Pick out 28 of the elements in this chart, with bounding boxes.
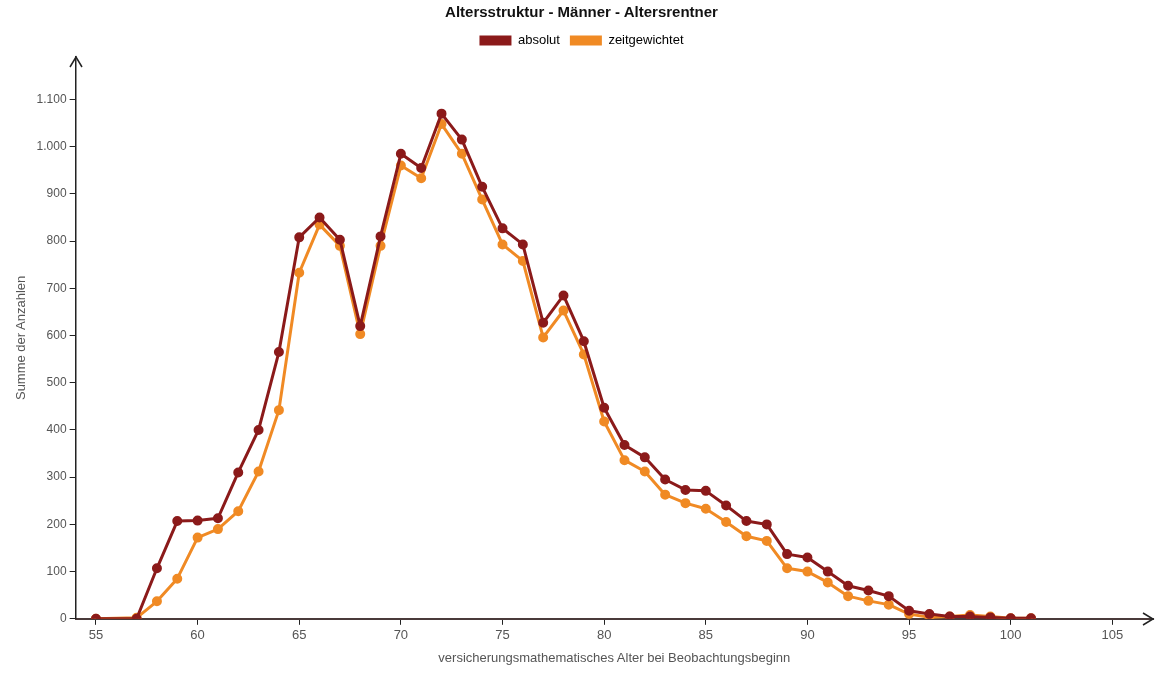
y-tick-label: 300 — [46, 469, 67, 484]
y-tick-label: 1.000 — [36, 139, 67, 154]
legend-label: zeitgewichtet — [608, 32, 684, 48]
x-axis-title: versicherungsmathematisches Alter bei Beobachtungsbeginn — [438, 649, 791, 665]
x-tick-label: 85 — [698, 627, 714, 643]
legend-label: absolut — [517, 32, 561, 48]
y-tick-label: 500 — [46, 375, 67, 390]
y-axis-title: Summe der Anzahlen — [13, 275, 29, 401]
x-tick-label: 60 — [190, 627, 205, 643]
x-tick-label: 55 — [88, 627, 104, 643]
x-tick-label: 70 — [393, 627, 409, 643]
y-tick-label: 800 — [46, 233, 67, 248]
x-tick-label: 105 — [1101, 627, 1124, 643]
y-tick-label: 600 — [46, 327, 67, 342]
y-tick-label: 700 — [46, 280, 67, 295]
x-tick-label: 65 — [292, 627, 307, 643]
x-tick-label: 100 — [999, 627, 1022, 643]
x-tick-label: 80 — [596, 627, 612, 643]
y-tick-label: 400 — [46, 422, 67, 437]
chart-title: Altersstruktur - Männer - Altersrentner — [445, 3, 719, 21]
y-tick-label: 900 — [46, 186, 67, 201]
y-tick-label: 100 — [46, 563, 67, 578]
x-tick-label: 95 — [901, 627, 917, 643]
y-tick-label: 0 — [59, 611, 67, 626]
y-tick-label: 1.100 — [36, 91, 67, 106]
x-tick-label: 75 — [495, 627, 510, 643]
x-tick-label: 90 — [800, 627, 815, 643]
y-tick-label: 200 — [46, 516, 67, 531]
